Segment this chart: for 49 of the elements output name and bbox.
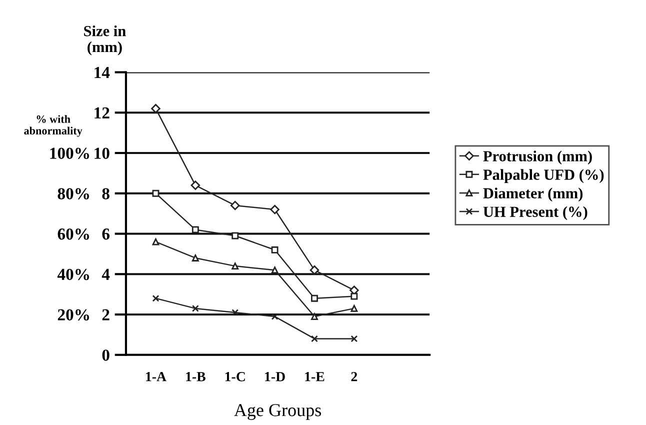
- point: [310, 265, 320, 275]
- point: [230, 200, 240, 210]
- point: [311, 335, 318, 342]
- y2-tick-label: 40%: [57, 268, 89, 280]
- point: [232, 232, 239, 240]
- y-tick-label: 8: [102, 188, 110, 200]
- point: [311, 294, 318, 302]
- legend-label: UH Present (%): [483, 206, 588, 220]
- legend-label: Protrusion (mm): [483, 150, 592, 164]
- point: [350, 292, 358, 300]
- point: [271, 313, 278, 320]
- point: [232, 262, 239, 270]
- y-tick-label: 10: [94, 148, 110, 159]
- x-axis-title: Age Groups: [234, 404, 322, 420]
- point: [350, 304, 358, 312]
- x-tick-label: 1-C: [225, 372, 245, 382]
- point: [151, 104, 160, 114]
- point: [311, 313, 318, 320]
- y-tick-label: 4: [102, 268, 110, 280]
- y-tick-label: 12: [94, 107, 110, 118]
- point: [152, 190, 160, 197]
- point: [152, 238, 160, 246]
- point: [271, 266, 278, 274]
- point: [350, 335, 358, 342]
- y2-tick-label: 80%: [58, 188, 89, 200]
- legend-label: Palpable UFD (%): [483, 169, 604, 184]
- point: [270, 204, 280, 214]
- y-tick-label: 2: [102, 309, 110, 320]
- point: [192, 304, 199, 312]
- y-tick-label: 14: [94, 67, 110, 78]
- point: [192, 226, 199, 234]
- y2-axis-title: % with abnormality: [24, 115, 82, 137]
- y-tick-label: 0: [102, 350, 110, 361]
- y2-tick-label: 100%: [50, 148, 89, 159]
- point: [152, 294, 160, 302]
- legend-label: Diameter (mm): [483, 188, 583, 202]
- point: [271, 246, 278, 254]
- y-axis-title: Size in (mm): [84, 25, 126, 56]
- x-tick-label: 1-E: [305, 372, 324, 382]
- point: [192, 254, 199, 262]
- x-tick-label: 1-D: [265, 372, 285, 382]
- x-tick-label: 2: [351, 372, 358, 382]
- y2-tick-label: 20%: [58, 309, 89, 320]
- y-tick-label: 6: [102, 228, 110, 240]
- y2-tick-label: 60%: [58, 228, 89, 240]
- x-tick-label: 1-A: [146, 372, 166, 382]
- point: [232, 309, 239, 316]
- point: [190, 180, 200, 190]
- x-tick-label: 1-B: [186, 372, 206, 382]
